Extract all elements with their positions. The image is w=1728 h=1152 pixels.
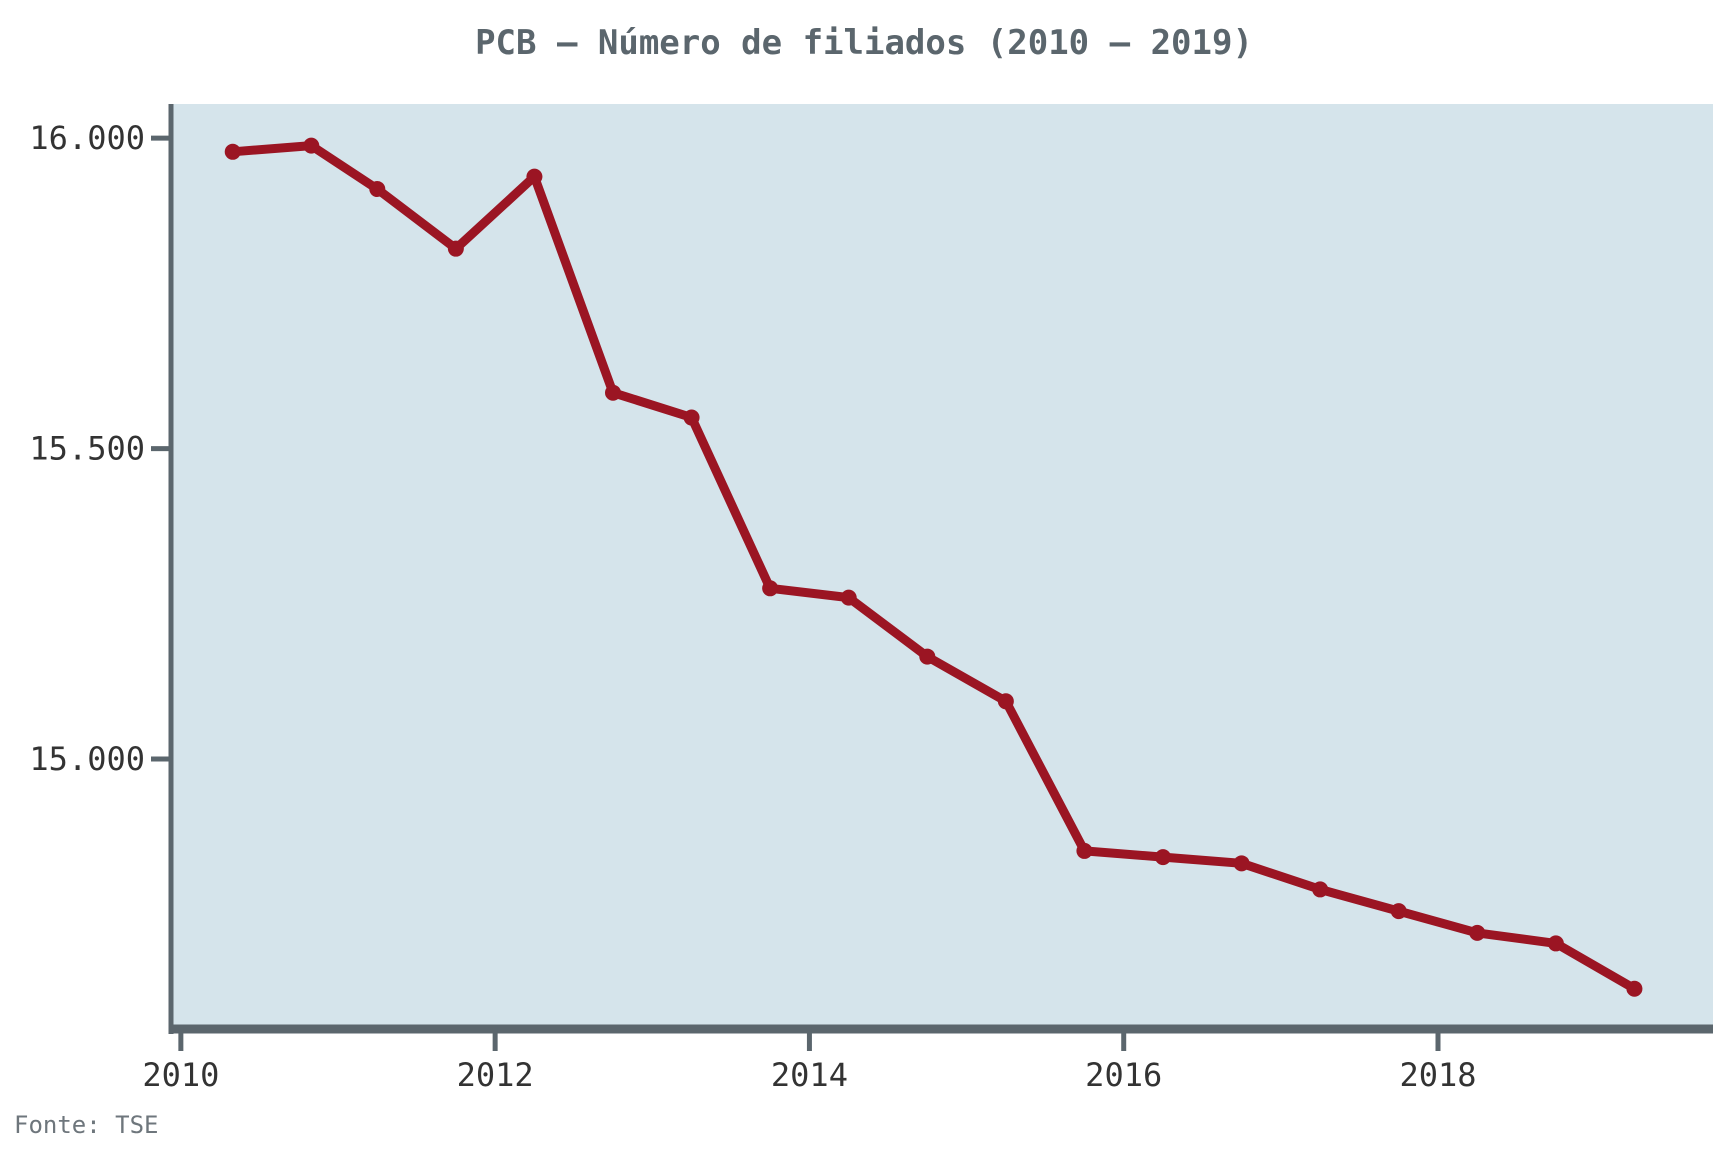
- data-point: [605, 384, 621, 401]
- data-point: [997, 693, 1014, 710]
- x-tick-label: 2014: [771, 1056, 848, 1094]
- y-axis: 15.000 15.500 16.000: [29, 104, 174, 1034]
- plot-background: [173, 104, 1713, 1026]
- data-point: [1390, 903, 1407, 920]
- data-point: [919, 648, 936, 665]
- data-point: [840, 589, 857, 606]
- data-point: [1233, 855, 1250, 872]
- data-point: [447, 240, 464, 257]
- x-tick-label: 2010: [142, 1056, 219, 1094]
- data-point: [1469, 924, 1486, 941]
- data-point: [1312, 881, 1329, 898]
- data-point: [224, 143, 241, 160]
- data-point: [683, 409, 700, 426]
- data-point: [1155, 849, 1171, 866]
- data-point: [1076, 842, 1093, 859]
- source-note: Fonte: TSE: [14, 1111, 159, 1139]
- x-tick-label: 2018: [1399, 1056, 1476, 1094]
- data-point: [303, 137, 320, 154]
- y-tick-label: 15.000: [29, 740, 145, 778]
- data-point: [526, 168, 543, 185]
- x-tick-label: 2012: [457, 1056, 534, 1094]
- data-point: [1626, 980, 1643, 997]
- x-axis: 2010 2012 2014 2016 2018: [142, 1024, 1713, 1094]
- y-tick-label: 16.000: [29, 119, 145, 157]
- chart-title: PCB – Número de filiados (2010 – 2019): [475, 23, 1253, 63]
- data-point: [1547, 935, 1564, 952]
- y-tick-label: 15.500: [29, 430, 145, 468]
- series-group: [224, 137, 1643, 997]
- data-point: [369, 181, 386, 198]
- data-point: [762, 580, 779, 597]
- x-tick-label: 2016: [1085, 1056, 1162, 1094]
